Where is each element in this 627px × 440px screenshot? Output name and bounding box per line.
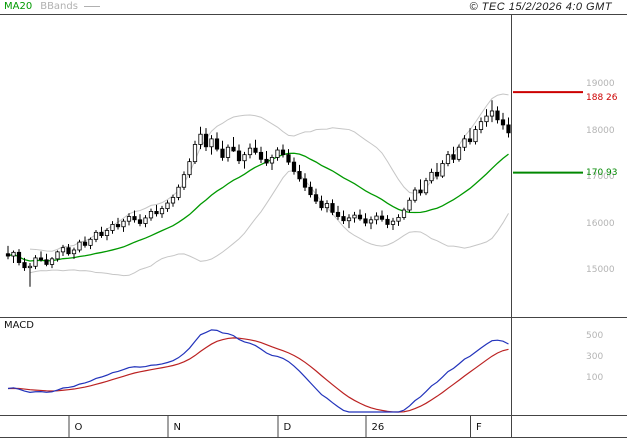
macd-lines — [7, 329, 509, 413]
macd-axis-label: 300 — [586, 352, 604, 362]
month-label: 26 — [371, 422, 385, 433]
chart-legend: MA20 BBands — [4, 1, 100, 13]
level-value-label: 170 93 — [586, 167, 618, 178]
month-label: O — [74, 422, 83, 433]
price-axis-label: 17000 — [586, 172, 615, 182]
macd-axis-label: 100 — [586, 373, 604, 383]
level-value-label: 188 26 — [586, 93, 618, 104]
candlesticks — [5, 100, 511, 287]
price-axis-label: 15000 — [586, 265, 615, 275]
legend-ma20-label: MA20 — [4, 1, 33, 12]
month-label: F — [476, 422, 482, 433]
chart-frame — [0, 14, 627, 438]
price-axis-label: 19000 — [586, 79, 615, 89]
price-axis-label: 18000 — [586, 125, 615, 136]
copyright-text: © TEC 15/2/2026 4:0 GMT — [469, 1, 612, 13]
ma20-line — [7, 152, 509, 262]
bbands-line-swatch — [83, 5, 100, 7]
macd-panel-label: MACD — [4, 320, 34, 331]
legend-bbands-label: BBands — [40, 1, 78, 12]
level-markers — [513, 91, 583, 174]
price-axis-label: 16000 — [586, 218, 615, 229]
macd-axis-label: 500 — [586, 331, 604, 341]
month-label: N — [173, 422, 181, 433]
month-label: D — [283, 422, 292, 433]
bollinger-bands — [29, 93, 509, 277]
